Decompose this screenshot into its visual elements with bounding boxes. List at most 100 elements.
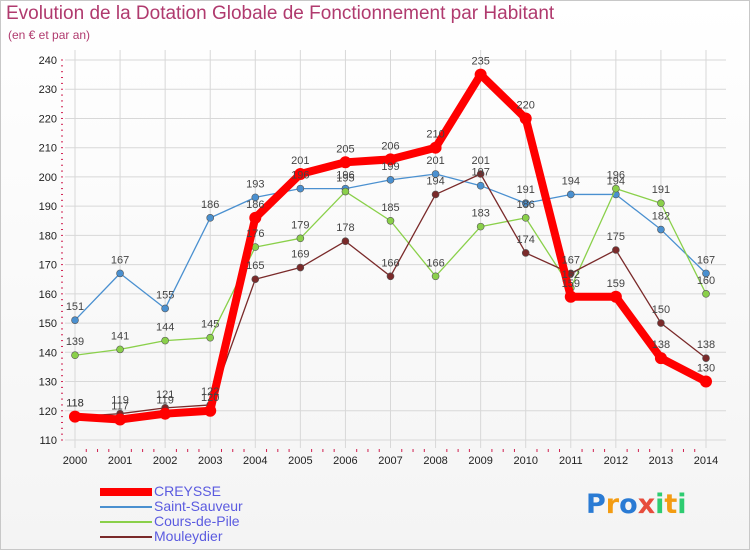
data-point: [71, 316, 79, 324]
y-tick-label: 170: [39, 260, 57, 272]
data-label: 169: [291, 249, 309, 261]
data-label: 120: [201, 392, 219, 404]
logo-letter: r: [605, 489, 620, 520]
data-label: 138: [652, 339, 670, 351]
data-label: 166: [381, 257, 399, 269]
data-label: 197: [471, 167, 489, 179]
x-tick-label: 2010: [513, 455, 537, 467]
data-label: 179: [291, 219, 309, 231]
data-label: 167: [111, 254, 129, 266]
data-label: 165: [246, 260, 264, 272]
data-label: 155: [156, 289, 174, 301]
data-point: [386, 272, 395, 281]
data-label: 196: [607, 170, 625, 182]
data-label: 206: [381, 140, 399, 152]
data-label: 118: [66, 398, 84, 410]
data-point: [251, 193, 260, 202]
x-tick-label: 2014: [694, 455, 718, 467]
x-tick-label: 2006: [333, 455, 357, 467]
legend-label: Saint-Sauveur: [154, 498, 243, 514]
x-tick-label: 2007: [378, 455, 402, 467]
data-label: 201: [291, 155, 309, 167]
data-label: 167: [562, 254, 580, 266]
data-point: [206, 333, 215, 342]
data-point: [296, 263, 305, 272]
proxiti-logo: Proxiti: [586, 489, 687, 520]
y-tick-label: 210: [39, 143, 57, 155]
data-label: 205: [336, 143, 354, 155]
data-label: 122: [201, 386, 219, 398]
series-layer: [69, 68, 712, 426]
data-label: 160: [697, 275, 715, 287]
x-tick-label: 2000: [63, 455, 87, 467]
data-label: 194: [426, 175, 444, 187]
y-tick-label: 130: [39, 377, 57, 389]
y-tick-label: 190: [39, 201, 57, 213]
data-label: 199: [381, 161, 399, 173]
data-label: 141: [111, 330, 129, 342]
data-label: 186: [201, 199, 219, 211]
data-label: 191: [517, 184, 535, 196]
logo-letter: P: [586, 489, 606, 520]
y-tick-label: 240: [39, 55, 57, 67]
data-point: [431, 190, 440, 199]
data-point: [702, 290, 710, 298]
legend-label: Cours-de-Pile: [154, 513, 240, 529]
data-label: 186: [517, 199, 535, 211]
data-point: [612, 184, 620, 193]
data-label: 191: [652, 184, 670, 196]
data-point: [564, 290, 577, 303]
data-point: [700, 375, 712, 388]
data-label: 176: [246, 228, 264, 240]
data-label: 159: [562, 278, 580, 290]
data-label: 193: [246, 178, 264, 190]
axis-layer: 110 120 130 140 150 160 170 180 190 200 210 220 230 2…: [39, 55, 719, 467]
y-tick-label: 180: [39, 230, 57, 242]
logo-letter: x: [637, 489, 656, 520]
data-point: [161, 336, 169, 345]
legend-swatch: [100, 521, 152, 523]
y-tick-label: 160: [39, 289, 57, 301]
x-tick-label: 2004: [243, 455, 267, 467]
data-point: [429, 141, 442, 154]
data-point: [431, 170, 440, 178]
data-label: 235: [471, 56, 489, 68]
legend-swatch: [100, 488, 152, 496]
data-label: 196: [336, 170, 354, 182]
legend-label: CREYSSE: [154, 483, 221, 499]
data-point: [69, 410, 81, 423]
data-point: [657, 319, 665, 327]
x-tick-label: 2011: [559, 455, 583, 467]
data-point: [161, 304, 169, 313]
data-point: [386, 216, 395, 225]
data-label: 151: [66, 301, 84, 313]
x-tick-label: 2013: [649, 455, 673, 467]
data-label: 167: [697, 254, 715, 266]
data-label: 144: [156, 322, 174, 334]
y-tick-label: 200: [39, 172, 57, 184]
data-label: 183: [471, 208, 489, 220]
data-point: [566, 190, 575, 199]
x-tick-label: 2009: [468, 455, 492, 467]
data-label: 220: [517, 99, 535, 111]
data-point: [657, 199, 665, 208]
logo-letter: i: [655, 489, 665, 520]
data-point: [386, 176, 395, 184]
data-point: [384, 153, 397, 166]
data-label: 195: [336, 173, 354, 185]
data-point: [609, 290, 622, 303]
legend-swatch: [100, 536, 152, 538]
data-point: [251, 275, 260, 284]
logo-letter: t: [664, 489, 678, 520]
chart-subtitle: (en € et par an): [8, 28, 91, 42]
data-point: [474, 68, 487, 81]
y-tick-label: 230: [39, 84, 57, 96]
data-point: [521, 249, 530, 257]
data-point: [521, 199, 530, 208]
legend-label: Mouleydier: [154, 528, 223, 544]
data-label: 201: [471, 155, 489, 167]
y-tick-label: 110: [39, 435, 57, 447]
data-label: 194: [562, 175, 580, 187]
data-label: 119: [111, 395, 129, 407]
y-tick-label: 120: [39, 406, 57, 418]
